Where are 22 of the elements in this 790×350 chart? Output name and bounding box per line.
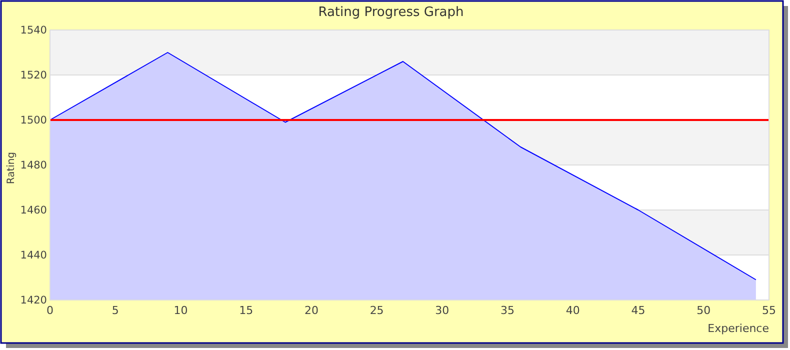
y-tick-label: 1500 [20, 114, 47, 127]
x-axis-title: Experience [708, 322, 770, 335]
y-tick-label: 1540 [20, 24, 47, 37]
y-axis-title: Rating [6, 152, 17, 184]
x-tick-label: 45 [631, 304, 646, 317]
x-tick-label: 50 [696, 304, 711, 317]
x-tick-label: 10 [174, 304, 188, 317]
y-tick-label: 1420 [20, 294, 47, 307]
x-tick-label: 35 [500, 304, 515, 317]
x-tick-label: 55 [762, 304, 776, 317]
x-tick-label: 25 [370, 304, 384, 317]
x-tick-label: 5 [112, 304, 119, 317]
chart-title: Rating Progress Graph [318, 5, 464, 20]
x-tick-label: 20 [304, 304, 318, 317]
x-tick-label: 40 [566, 304, 580, 317]
y-tick-label: 1480 [20, 160, 47, 172]
y-tick-label: 1520 [20, 70, 47, 82]
y-tick-label: 1440 [20, 250, 47, 262]
x-tick-label: 15 [239, 304, 254, 317]
x-tick-label: 30 [435, 304, 450, 317]
x-tick-label: 0 [46, 304, 54, 317]
y-tick-label: 1460 [20, 204, 47, 217]
